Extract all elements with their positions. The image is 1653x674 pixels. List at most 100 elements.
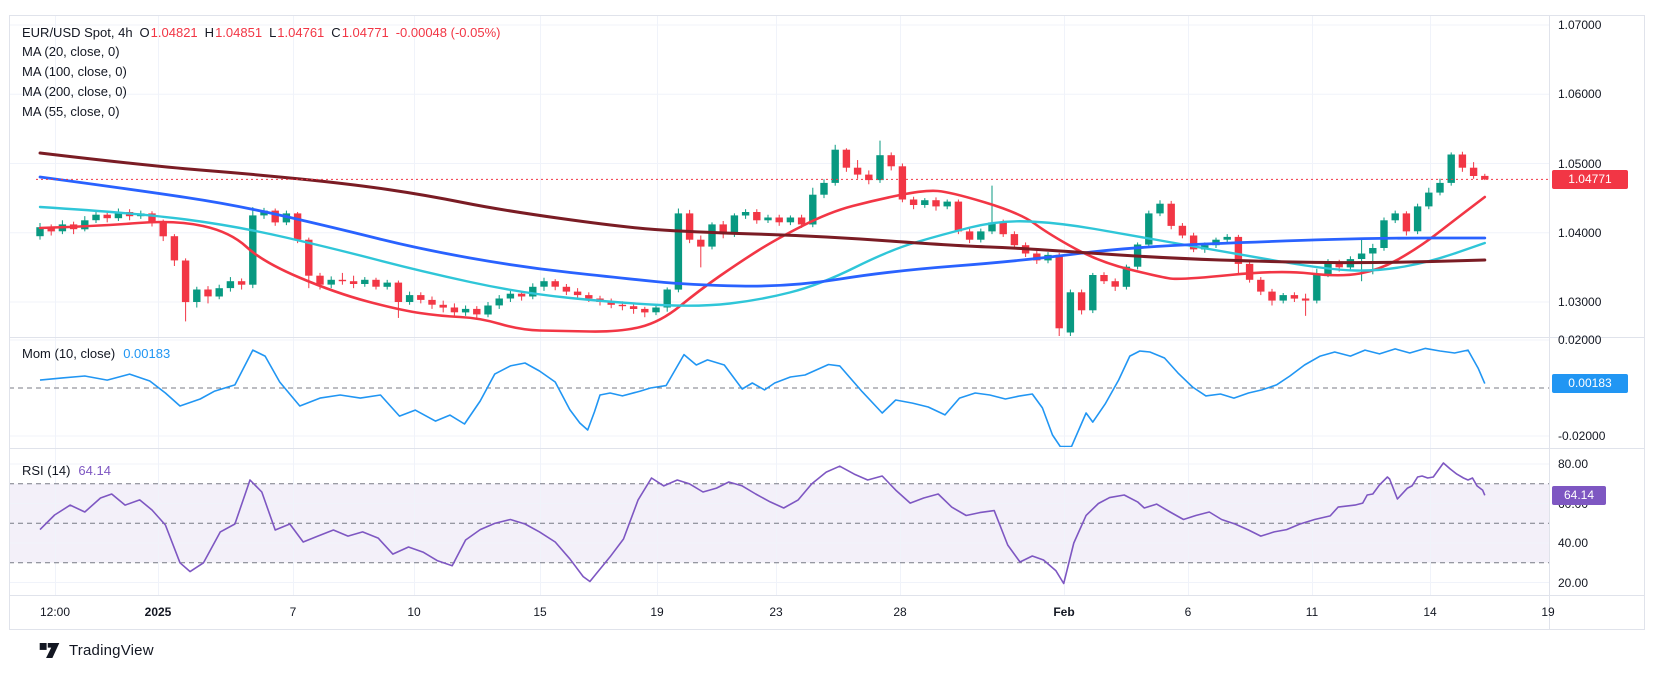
time-axis-label: 28 — [893, 605, 907, 619]
candle-body — [92, 214, 100, 221]
candle-body — [170, 236, 179, 261]
candle-body — [1425, 192, 1433, 207]
candle-body — [1055, 254, 1063, 329]
candle-body — [1458, 154, 1467, 168]
candle-body — [484, 305, 492, 315]
rsi-line — [39, 462, 1486, 585]
candle-body — [1301, 298, 1310, 301]
candle-body — [1111, 281, 1119, 287]
candle-body — [831, 149, 839, 183]
momentum-pane-label[interactable]: Mom (10, close) 0.00183 — [22, 346, 171, 361]
time-axis-label: 11 — [1305, 605, 1319, 619]
candle-body — [473, 308, 481, 315]
candle-body — [741, 212, 750, 216]
candle-body — [641, 308, 649, 313]
candle-body — [954, 201, 963, 232]
candle-body — [1178, 225, 1187, 236]
candle-body — [349, 281, 358, 284]
candle-body — [842, 149, 851, 168]
candle-body — [865, 174, 873, 181]
candle-body — [1077, 292, 1086, 311]
candle-body — [1223, 236, 1231, 240]
momentum-badge: 0.00183 — [1552, 374, 1628, 393]
time-axis-label: 15 — [533, 605, 547, 619]
candle-body — [529, 286, 537, 297]
price-axis-label: 1.04000 — [1558, 225, 1602, 240]
time-axis-label: 10 — [407, 605, 421, 619]
candle-body — [372, 279, 380, 287]
candle-body — [327, 279, 335, 285]
price-axis-label: -0.02000 — [1558, 429, 1606, 443]
candle-body — [652, 307, 660, 313]
ma20-label[interactable]: MA (20, close, 0) — [22, 44, 120, 59]
candle-body — [921, 200, 929, 205]
ma100-label[interactable]: MA (100, close, 0) — [22, 64, 127, 79]
tradingview-logo[interactable]: TradingView — [38, 642, 154, 659]
candles — [36, 140, 1489, 336]
candle-body — [708, 224, 716, 247]
price-axis-label: 0.02000 — [1558, 333, 1602, 347]
candle-body — [1245, 263, 1254, 280]
candle-body — [943, 201, 951, 207]
candle-body — [1033, 253, 1041, 261]
time-axis-label: 7 — [289, 605, 297, 619]
candle-body — [1481, 175, 1489, 180]
candle-body — [517, 293, 526, 297]
symbol-row[interactable]: EUR/USD Spot, 4h O 1.04821 H 1.04851 L 1.04… — [22, 22, 500, 42]
candle-body — [181, 260, 190, 303]
ma200-label[interactable]: MA (200, close, 0) — [22, 84, 127, 99]
candle-body — [36, 227, 44, 237]
candle-body — [103, 214, 111, 219]
candle-body — [853, 167, 862, 175]
candle-body — [316, 275, 324, 285]
candle-body — [719, 224, 727, 235]
candle-body — [506, 293, 515, 299]
candle-body — [1335, 261, 1343, 268]
candle-body — [1436, 182, 1444, 193]
candle-body — [965, 231, 974, 240]
candle-body — [1402, 213, 1411, 232]
candle-body — [1391, 213, 1399, 221]
candle-body — [1167, 203, 1175, 226]
candle-body — [999, 222, 1007, 235]
time-axis-label: 2025 — [144, 605, 172, 619]
candle-body — [1380, 220, 1388, 248]
time-axis-label: 12:00 — [39, 605, 71, 619]
candle-body — [1010, 234, 1019, 246]
candle-body — [562, 286, 571, 292]
candle-body — [1100, 275, 1108, 282]
time-axis-label: 6 — [1184, 605, 1192, 619]
legend: EUR/USD Spot, 4h O 1.04821 H 1.04851 L 1.04… — [22, 22, 500, 122]
price-axis-label: 1.05000 — [1558, 156, 1602, 171]
ma55-label[interactable]: MA (55, close, 0) — [22, 104, 120, 119]
candle-body — [1369, 248, 1377, 254]
candle-body — [417, 295, 425, 300]
grid — [9, 15, 1549, 595]
rsi-badge: 64.14 — [1552, 486, 1606, 505]
candle-body — [764, 217, 772, 221]
candle-body — [887, 155, 895, 167]
candle-body — [551, 281, 559, 287]
time-axis-label: 19 — [1541, 605, 1555, 619]
price-axis-label: 80.00 — [1558, 457, 1589, 471]
candle-body — [237, 281, 246, 285]
candle-body — [271, 210, 279, 223]
tradingview-logo-icon — [39, 643, 60, 658]
candle-body — [383, 282, 391, 287]
time-axis-label: Feb — [1053, 605, 1075, 619]
candle-body — [215, 288, 223, 297]
candle-body — [361, 279, 369, 284]
candle-body — [1290, 295, 1299, 299]
candle-body — [1357, 253, 1366, 259]
rsi-pane-label[interactable]: RSI (14) 64.14 — [22, 463, 111, 478]
change-value: -0.00048 (-0.05%) — [395, 24, 501, 40]
candle-body — [685, 213, 694, 240]
candle-body — [809, 194, 817, 225]
candle-body — [450, 307, 459, 313]
candle-body — [909, 199, 918, 205]
chart-frame — [9, 15, 1645, 630]
candle-body — [159, 222, 167, 237]
candle-body — [193, 289, 201, 302]
